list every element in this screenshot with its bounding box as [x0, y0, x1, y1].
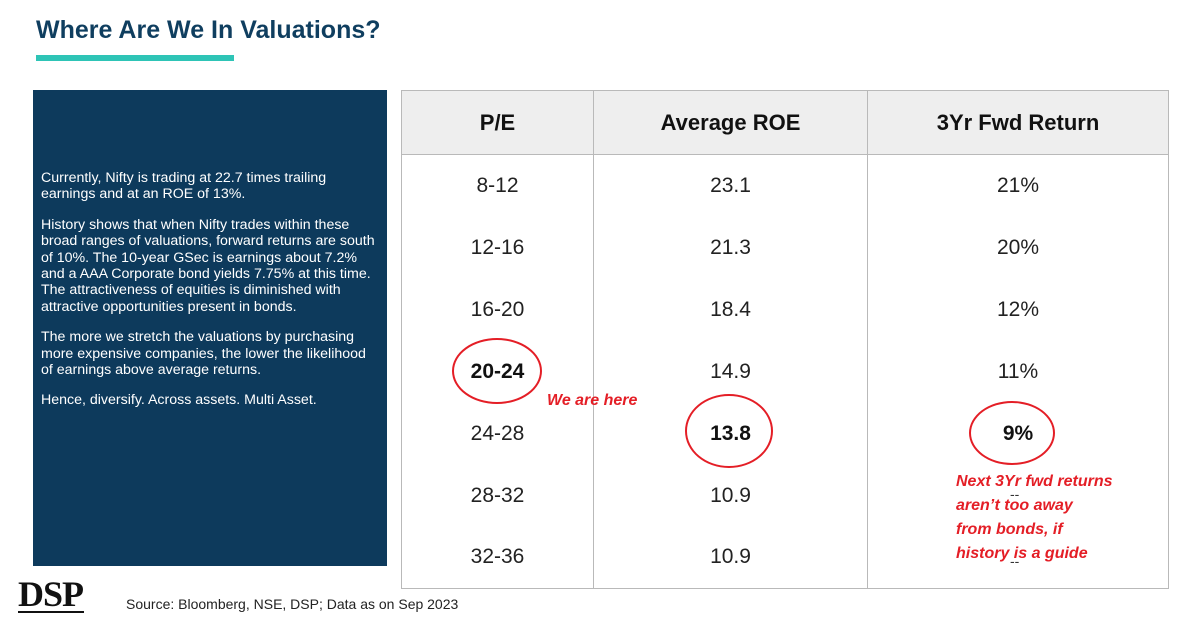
header-pe: P/E [401, 90, 594, 155]
table-header-row: P/E Average ROE 3Yr Fwd Return [401, 90, 1169, 155]
pe-cell: 24-28 [401, 402, 594, 465]
return-cell [867, 464, 1169, 527]
commentary-paragraph: History shows that when Nifty trades wit… [41, 216, 375, 315]
pe-cell: 8-12 [401, 154, 594, 217]
dash-mark: -- [1010, 486, 1020, 502]
we-are-here-note: We are here [547, 392, 638, 409]
table-row: 32-36 10.9 [401, 526, 1169, 589]
roe-cell: 18.4 [593, 278, 868, 341]
table-row: 16-20 18.4 12% [401, 278, 1169, 341]
logo-rule [18, 611, 84, 613]
commentary-panel: Currently, Nifty is trading at 22.7 time… [33, 90, 387, 566]
header-3yr-return: 3Yr Fwd Return [867, 90, 1169, 155]
return-cell: 11% [867, 340, 1169, 403]
valuation-table: P/E Average ROE 3Yr Fwd Return 8-12 23.1… [401, 90, 1169, 589]
highlight-circle-return [969, 401, 1055, 465]
source-note: Source: Bloomberg, NSE, DSP; Data as on … [126, 596, 459, 612]
return-cell: 12% [867, 278, 1169, 341]
roe-cell: 10.9 [593, 526, 868, 589]
note-line: history is a guide [956, 545, 1088, 562]
pe-cell: 16-20 [401, 278, 594, 341]
highlight-circle-pe [452, 338, 542, 404]
roe-cell: 21.3 [593, 216, 868, 279]
dsp-logo: DSP [18, 574, 84, 614]
pe-cell: 28-32 [401, 464, 594, 527]
highlight-circle-roe [685, 394, 773, 468]
roe-cell: 10.9 [593, 464, 868, 527]
forward-returns-note: Next 3Yr fwd returns aren’t too away fro… [956, 470, 1112, 566]
return-cell: 20% [867, 216, 1169, 279]
return-cell [867, 526, 1169, 589]
roe-cell: 23.1 [593, 154, 868, 217]
table-row: 12-16 21.3 20% [401, 216, 1169, 279]
pe-cell: 32-36 [401, 526, 594, 589]
commentary-paragraph: Hence, diversify. Across assets. Multi A… [41, 392, 317, 409]
roe-cell: 14.9 [593, 340, 868, 403]
dash-mark: -- [1010, 553, 1020, 569]
title-underline [36, 55, 234, 61]
note-line: Next 3Yr fwd returns [956, 473, 1113, 490]
note-line: from bonds, if [956, 521, 1063, 538]
table-row: 8-12 23.1 21% [401, 154, 1169, 217]
commentary-paragraph: The more we stretch the valuations by pu… [41, 329, 366, 379]
header-avg-roe: Average ROE [593, 90, 868, 155]
pe-cell: 12-16 [401, 216, 594, 279]
commentary-paragraph: Currently, Nifty is trading at 22.7 time… [41, 170, 327, 203]
table-row: 28-32 10.9 [401, 464, 1169, 527]
note-line: aren’t too away [956, 497, 1073, 514]
slide-title: Where Are We In Valuations? [36, 16, 381, 44]
return-cell: 21% [867, 154, 1169, 217]
